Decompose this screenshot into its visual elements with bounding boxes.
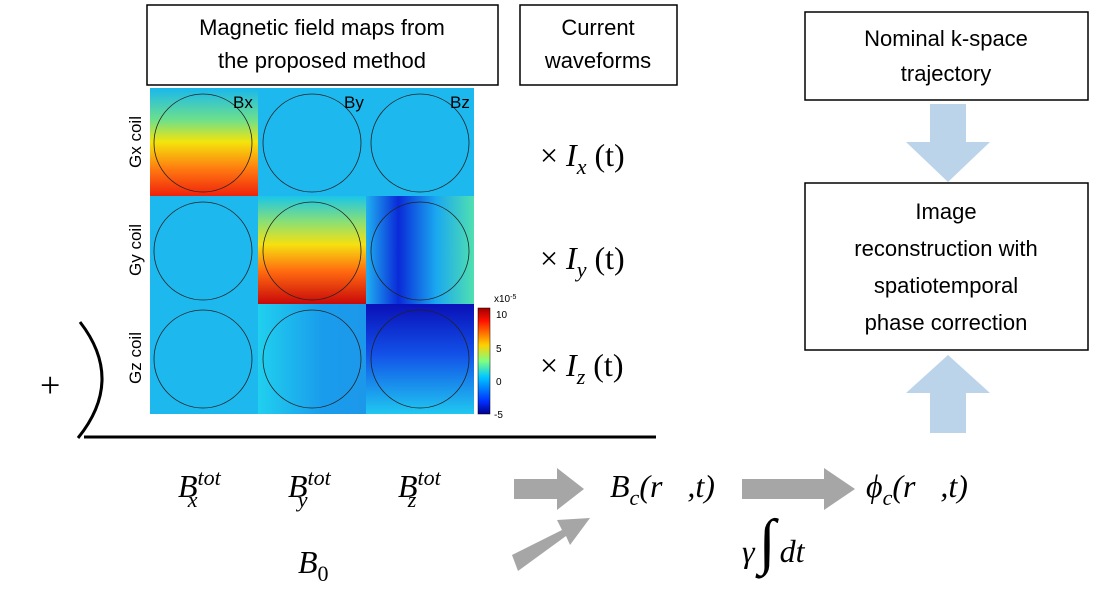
text-part: tot	[308, 465, 332, 490]
text-part: x	[187, 487, 198, 512]
text-part: B	[288, 468, 308, 504]
b-tot: Btot y	[288, 465, 332, 512]
plus-sign: +	[40, 365, 60, 405]
box-text: spatiotemporal	[874, 273, 1018, 298]
text-part: B	[178, 468, 198, 504]
b-tot: Btot z	[398, 465, 442, 512]
b0: B0	[298, 544, 329, 586]
text-part: (t)	[593, 347, 623, 383]
box-text: reconstruction with	[854, 236, 1037, 261]
text-part: ×	[540, 137, 558, 173]
colorbar-tick: 10	[496, 310, 508, 321]
text-part: ∫	[755, 508, 780, 579]
box-text: Image	[915, 199, 976, 224]
row-label: Gy coil	[126, 224, 145, 276]
text-part: tot	[198, 465, 222, 490]
blue-arrows	[906, 104, 990, 433]
gray-arrows	[512, 468, 855, 571]
box-text: Current	[561, 15, 634, 40]
text-part: ϕ	[866, 468, 883, 504]
current-box: Current waveforms	[519, 4, 678, 86]
box-text: waveforms	[544, 48, 651, 73]
field-maps-box: Magnetic field maps from the proposed me…	[146, 4, 499, 86]
box-text: the proposed method	[218, 48, 426, 73]
text-part: ×	[540, 240, 558, 276]
box-text: Nominal k-space	[864, 26, 1028, 51]
text-part: 0	[318, 561, 329, 586]
text-part: -5	[510, 294, 516, 301]
column-label: By	[344, 93, 364, 112]
row-label: Gz coil	[126, 332, 145, 384]
total-fields: Btot x Btot y Btot z B0 Bc(r⃗,t) ϕc(r⃗,t) γ…	[178, 465, 968, 586]
nominal-box: Nominal k-space trajectory	[804, 11, 1089, 101]
text-part: B	[610, 468, 630, 504]
box-text: Magnetic field maps from	[199, 15, 445, 40]
currents: × Ix (t) × Iy (t) × Iz (t)	[540, 137, 625, 389]
colorbar-tick: 0	[496, 377, 502, 388]
sum-bracket: +	[40, 321, 656, 439]
integral: γ∫ dt	[742, 508, 806, 579]
text-part: y	[575, 257, 587, 282]
text-part: (r⃗,t)	[639, 468, 715, 504]
b-tot: Btot x	[178, 465, 222, 512]
row-label: Gx coil	[126, 116, 145, 168]
text-part: (r⃗,t)	[892, 468, 968, 504]
text-part: tot	[418, 465, 442, 490]
column-label: Bz	[450, 93, 470, 112]
text-part: (t)	[594, 137, 624, 173]
text-part: z	[407, 487, 417, 512]
bc: Bc(r⃗,t)	[610, 468, 715, 510]
text-part: x	[576, 154, 587, 179]
box-text: phase correction	[865, 310, 1028, 335]
colorbar-tick: -5	[494, 410, 503, 421]
text-part: c	[630, 485, 640, 510]
text-part: γ	[742, 533, 756, 569]
text-part: B	[398, 468, 418, 504]
current-term: × Iy (t)	[540, 240, 625, 282]
colorbar-exponent: x10-5	[494, 294, 516, 305]
text-part: (t)	[594, 240, 624, 276]
phi-c: ϕc(r⃗,t)	[866, 468, 968, 510]
box-text: trajectory	[901, 61, 991, 86]
colorbar-tick: 5	[496, 344, 502, 355]
text-part: z	[576, 364, 586, 389]
text-part: B	[298, 544, 318, 580]
colorbar: x10-5 10 5 0 -5	[477, 294, 516, 421]
current-term: × Ix (t)	[540, 137, 625, 179]
text-part: c	[883, 485, 893, 510]
text-part: ×	[540, 347, 558, 383]
recon-box: Image reconstruction with spatiotemporal…	[804, 182, 1089, 351]
text-part: x10	[494, 294, 511, 305]
column-label: Bx	[233, 93, 253, 112]
current-term: × Iz (t)	[540, 347, 623, 389]
text-part: I	[565, 347, 578, 383]
field-maps: Bx By Bz Gx coil Gy coil Gz coil	[126, 88, 474, 414]
text-part: I	[565, 240, 578, 276]
text-part: dt	[780, 533, 806, 569]
text-part: y	[296, 487, 308, 512]
text-part: I	[565, 137, 578, 173]
